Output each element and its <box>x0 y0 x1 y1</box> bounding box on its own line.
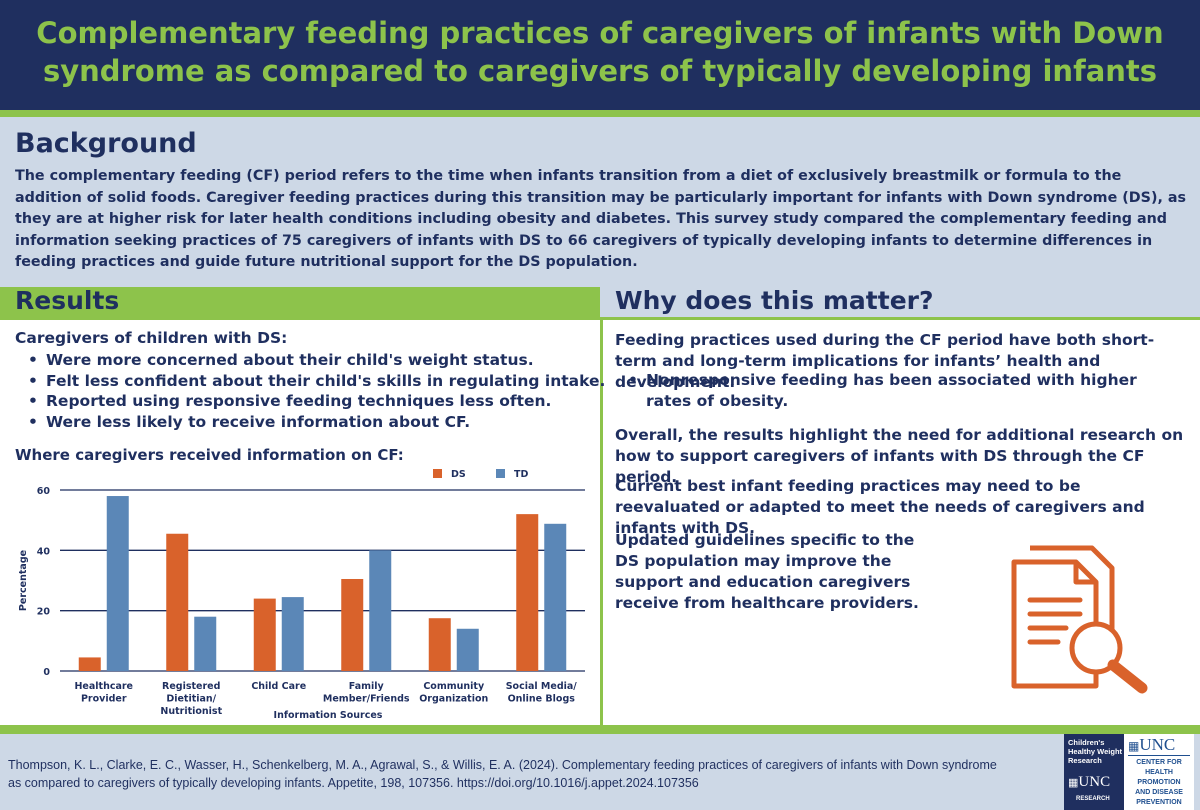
hpdp-unc-text: UNC <box>1139 735 1176 754</box>
why-panel <box>600 317 1200 728</box>
background-heading: Background <box>15 128 197 159</box>
footer-divider <box>0 728 1200 734</box>
hpdp-line: AND DISEASE <box>1135 789 1183 796</box>
unc-seal-icon: ▦ <box>1128 739 1140 753</box>
header-banner: Complementary feeding practices of careg… <box>0 0 1200 110</box>
document-magnifier-icon <box>1011 545 1148 694</box>
why-bullet: Nonresponsive feeding has been associate… <box>628 370 1166 412</box>
y-tick-label: 0 <box>43 667 50 678</box>
y-tick-label: 20 <box>37 607 51 618</box>
chwr-line: Healthy Weight <box>1068 747 1123 756</box>
chwr-unc-text: UNC <box>1078 774 1111 790</box>
why-paragraph-2: Overall, the results highlight the need … <box>615 426 1184 486</box>
results-bullets: Were more concerned about their child's … <box>28 350 605 432</box>
hpdp-line: PROMOTION <box>1137 779 1181 786</box>
chwr-line: Children's <box>1068 738 1105 747</box>
legend-label: DS <box>451 469 466 480</box>
bar-ds <box>428 618 451 671</box>
hpdp-line: HEALTH <box>1145 769 1173 776</box>
x-tick-label: Dietitian/ <box>166 694 216 705</box>
bar-td <box>456 628 479 671</box>
poster-title: Complementary feeding practices of careg… <box>36 16 1164 88</box>
hpdp-line: CENTER FOR <box>1136 759 1182 766</box>
results-panel <box>0 317 603 728</box>
bar-ds <box>78 657 101 671</box>
bar-td <box>194 616 217 671</box>
chwr-line: Research <box>1068 756 1102 765</box>
x-tick-label: Member/Friends <box>323 694 410 705</box>
y-axis-label: Percentage <box>18 550 29 611</box>
hpdp-unc: ▦UNC <box>1128 735 1175 755</box>
why-paragraph-4: Updated guidelines specific to the DS po… <box>615 531 919 612</box>
legend-swatch-td <box>496 469 505 478</box>
results-heading: Results <box>15 286 120 315</box>
chwr-logo: Children's Healthy Weight Research ▦UNC … <box>1064 734 1124 810</box>
hpdp-logo: ▦UNC CENTER FOR HEALTH PROMOTION AND DIS… <box>1124 734 1194 810</box>
x-axis-label: Information Sources <box>274 710 383 721</box>
chart-title: Where caregivers received information on… <box>15 446 404 464</box>
x-tick-label: Registered <box>162 681 220 692</box>
bar-ds <box>341 578 364 671</box>
x-tick-label: Social Media/ <box>506 681 578 692</box>
x-tick-label: Provider <box>81 694 127 705</box>
header-divider <box>0 110 1200 117</box>
results-heading-bar <box>0 287 600 317</box>
bar-td <box>106 496 129 671</box>
bar-td <box>369 550 392 671</box>
bar-chart: 0 20 40 60 Percentage Healthcare Provider Regis… <box>18 469 585 721</box>
why-paragraph-3: Current best infant feeding practices ma… <box>615 477 1145 537</box>
bar-td <box>281 597 304 671</box>
hpdp-text: CENTER FOR HEALTH PROMOTION AND DISEASE … <box>1124 758 1194 808</box>
legend-label: TD <box>514 469 528 480</box>
y-tick-label: 40 <box>37 546 51 557</box>
results-bullet: Were more concerned about their child's … <box>28 350 605 371</box>
results-bullet: Were less likely to receive information … <box>28 412 605 433</box>
results-bullet: Reported using responsive feeding techni… <box>28 391 605 412</box>
bar-ds <box>253 598 276 671</box>
chwr-sub: RESEARCH <box>1076 796 1110 802</box>
results-bullet: Felt less confident about their child's … <box>28 371 605 392</box>
x-tick-label: Healthcare <box>74 681 133 692</box>
why-heading-bar <box>600 287 1200 317</box>
results-intro: Caregivers of children with DS: <box>15 329 288 347</box>
chwr-logo-text: Children's Healthy Weight Research <box>1068 738 1122 765</box>
why-heading: Why does this matter? <box>615 286 934 315</box>
x-tick-label: Nutritionist <box>160 706 222 717</box>
citation: Thompson, K. L., Clarke, E. C., Wasser, … <box>8 758 997 790</box>
bar-ds <box>166 533 189 671</box>
x-tick-label: Online Blogs <box>508 694 576 705</box>
bar-td <box>544 523 567 671</box>
hpdp-line: PREVENTION <box>1136 799 1182 806</box>
x-tick-label: Child Care <box>251 681 306 692</box>
footer <box>0 734 1200 810</box>
hpdp-rule <box>1128 755 1190 756</box>
y-tick-label: 60 <box>37 486 51 497</box>
chwr-unc: ▦UNC <box>1068 774 1110 791</box>
unc-seal-icon: ▦ <box>1068 777 1079 789</box>
bar-ds <box>516 514 539 671</box>
x-tick-label: Family <box>349 681 385 692</box>
legend-swatch-ds <box>433 469 442 478</box>
background-text: The complementary feeding (CF) period re… <box>15 168 1187 270</box>
x-tick-label: Community <box>423 681 485 692</box>
background-section <box>0 117 1200 287</box>
x-tick-label: Organization <box>419 694 488 705</box>
